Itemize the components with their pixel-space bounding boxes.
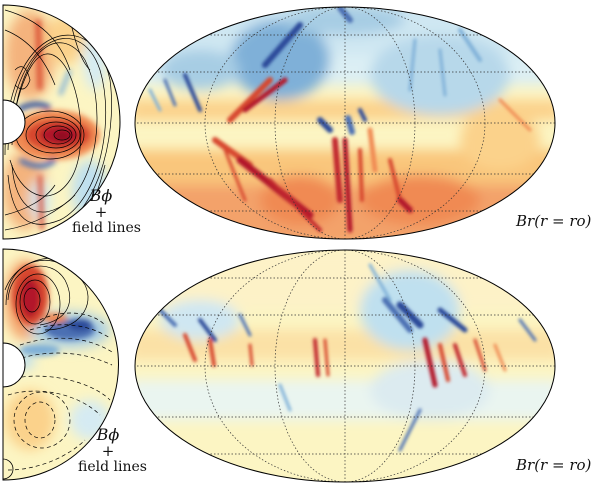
surface-label-1: Br(r = ro) — [516, 212, 592, 230]
plus-sign-2: + — [101, 442, 115, 460]
inner-core-2 — [2, 342, 26, 388]
field-lines-text-1: field lines — [72, 220, 141, 236]
surface-map-1 — [134, 6, 556, 240]
plus-sign-1: + — [94, 203, 108, 221]
field-lines-text-2: field lines — [78, 459, 147, 475]
surface-map-2 — [134, 249, 556, 483]
surface-label-2: Br(r = ro) — [516, 456, 592, 474]
bphi-symbol-2: Bϕ — [96, 425, 120, 444]
bphi-symbol-1: Bϕ — [89, 186, 113, 205]
meridional-label-2: Bϕ + field lines — [78, 425, 147, 476]
meridional-label-1: Bϕ + field lines — [72, 186, 141, 237]
inner-core-1 — [2, 99, 26, 145]
